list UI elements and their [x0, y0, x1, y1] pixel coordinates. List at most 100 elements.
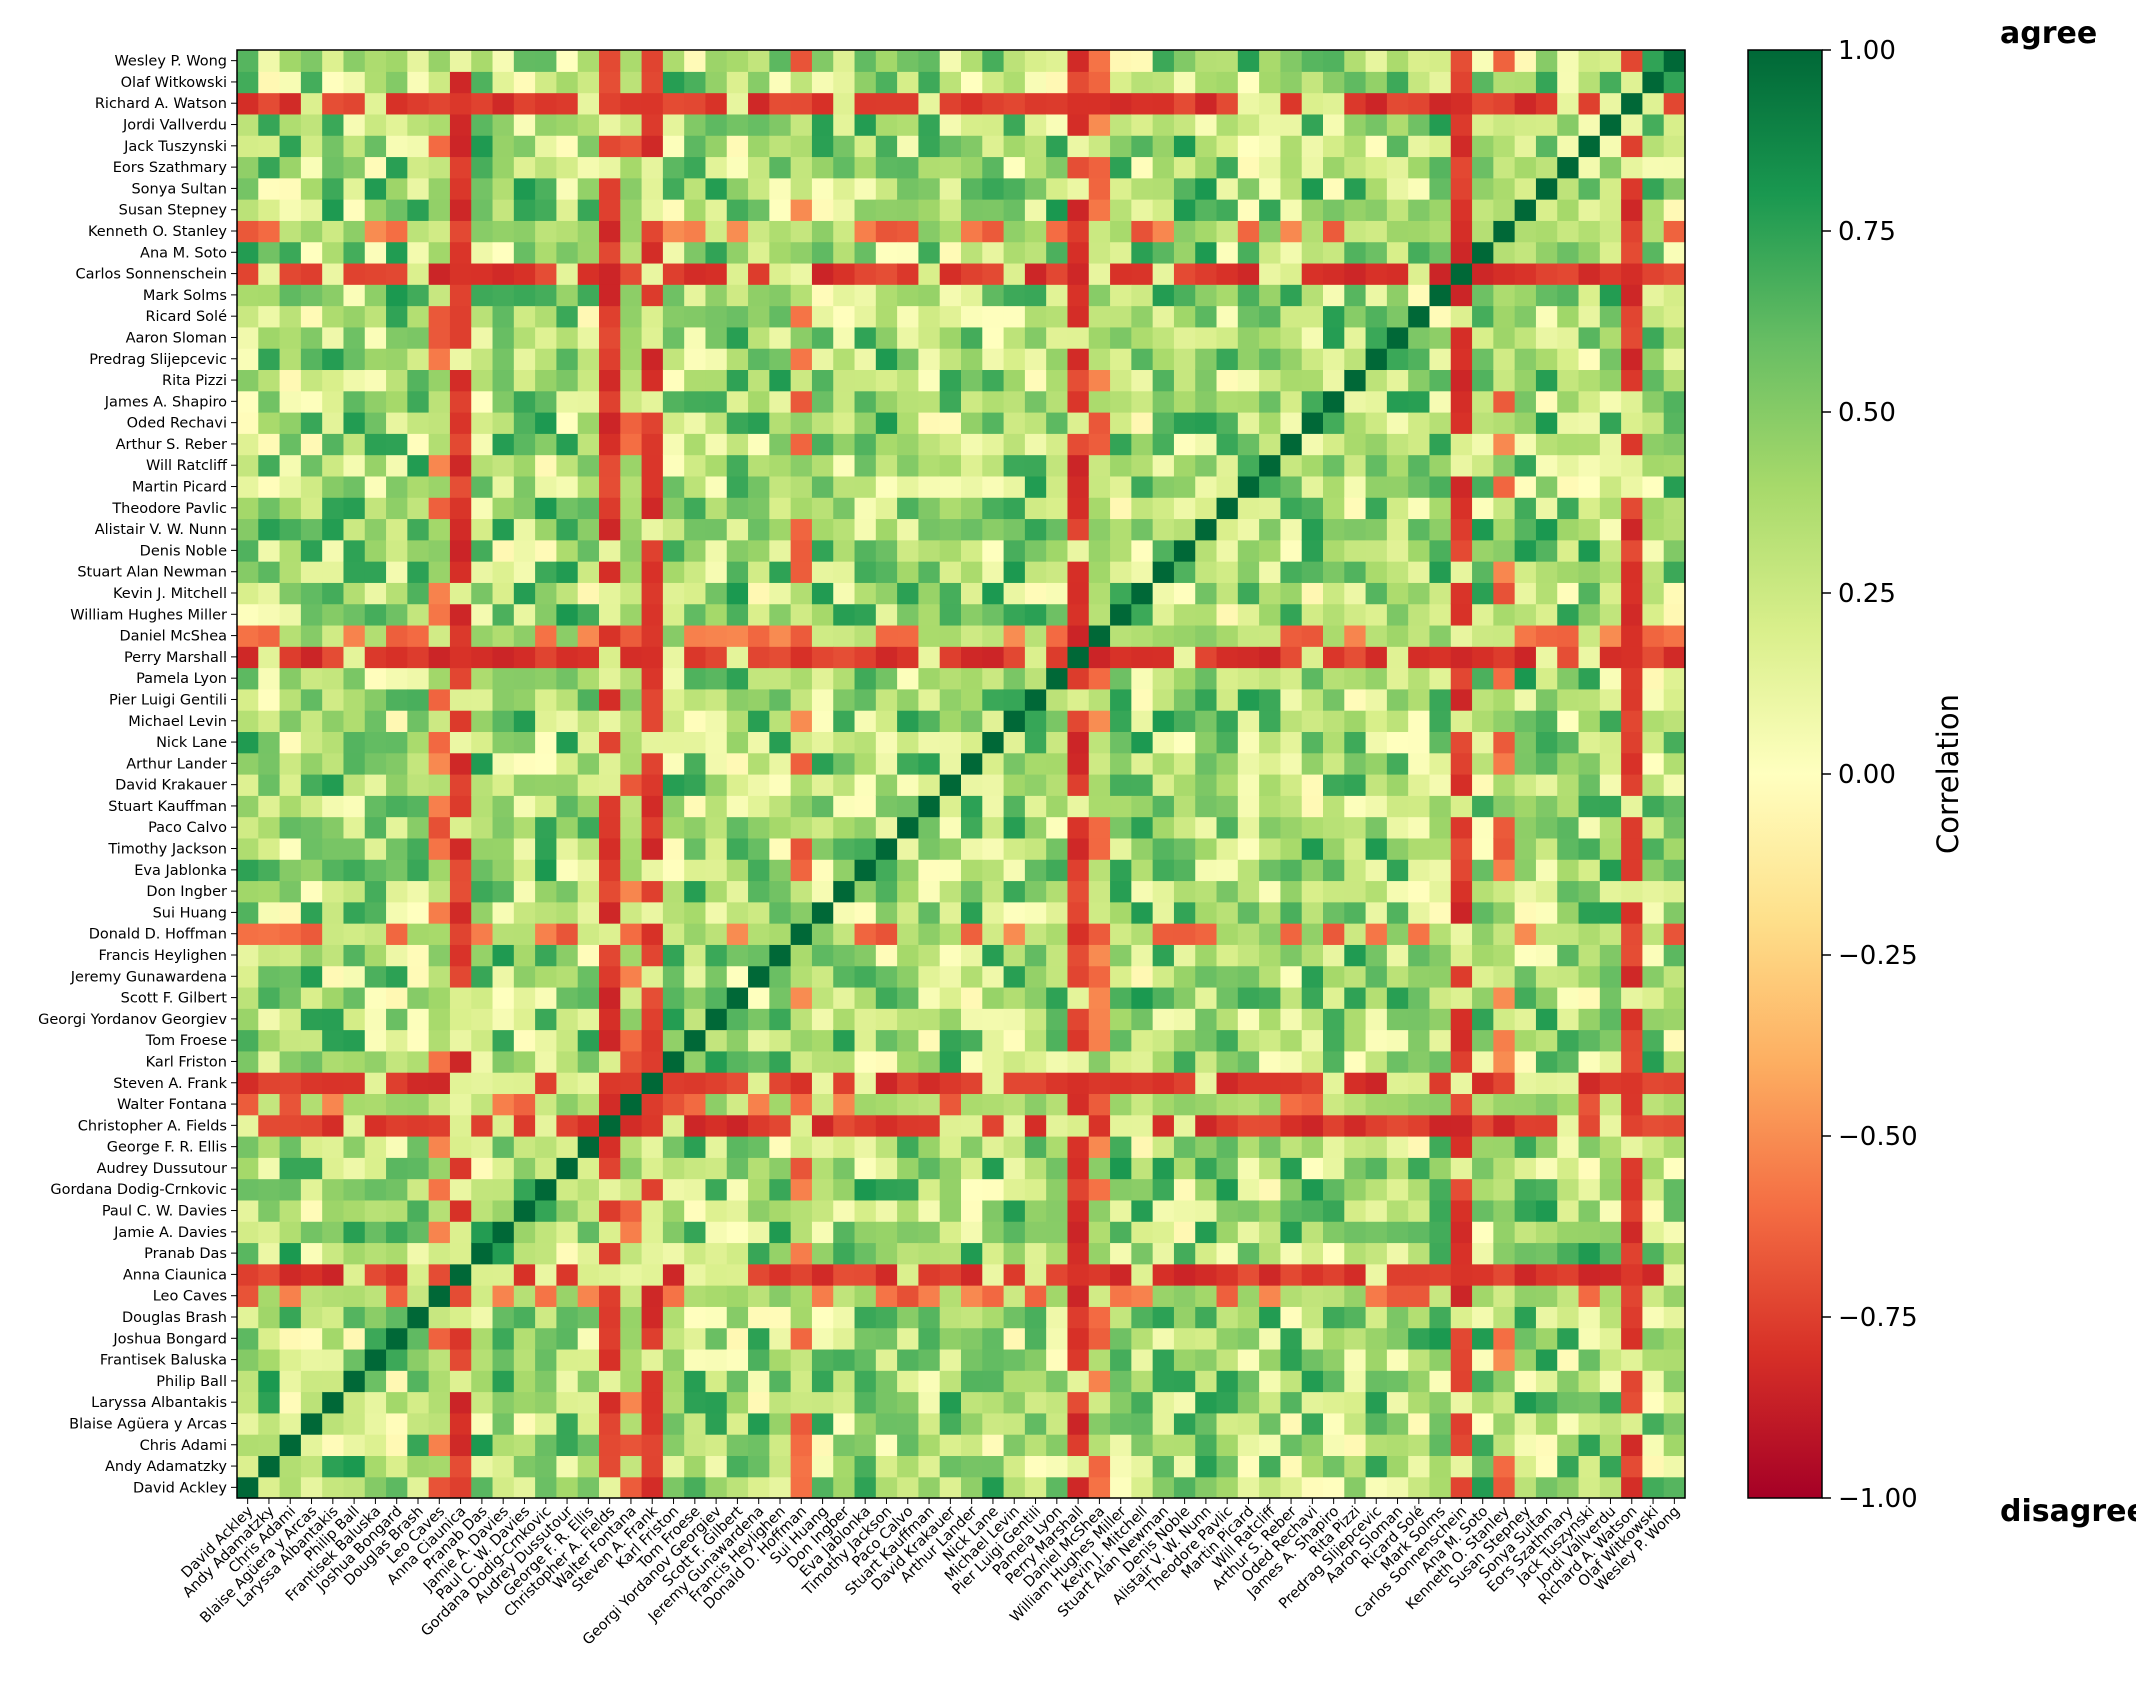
heatmap-cell	[237, 1306, 259, 1329]
heatmap-cell	[322, 667, 345, 690]
heatmap-cell	[1216, 1029, 1239, 1052]
heatmap-cell	[1663, 774, 1686, 796]
heatmap-cell	[1003, 199, 1026, 221]
heatmap-cell	[620, 1136, 643, 1158]
heatmap-cell	[1323, 1391, 1345, 1414]
heatmap-cell	[939, 305, 962, 328]
heatmap-cell	[1472, 71, 1494, 94]
heatmap-cell	[258, 1008, 281, 1031]
heatmap-cell	[1195, 1285, 1218, 1307]
heatmap-cell	[1024, 305, 1047, 328]
heatmap-cell	[258, 1136, 281, 1158]
heatmap-cell	[982, 1093, 1005, 1116]
heatmap-cell	[1472, 1178, 1494, 1201]
heatmap-cell	[428, 646, 451, 669]
heatmap-cell	[599, 1157, 621, 1180]
heatmap-cell	[918, 1199, 941, 1222]
heatmap-cell	[1216, 965, 1239, 988]
heatmap-cell	[897, 1242, 920, 1265]
heatmap-cell	[1152, 497, 1175, 520]
heatmap-cell	[471, 965, 494, 988]
heatmap-cell	[300, 156, 323, 179]
heatmap-cell	[1578, 113, 1601, 136]
heatmap-cell	[1535, 986, 1558, 1009]
heatmap-cell	[982, 539, 1005, 562]
heatmap-cell	[1216, 603, 1239, 626]
heatmap-cell	[513, 603, 536, 626]
heatmap-cell	[513, 1199, 536, 1222]
y-tick-label: George F. R. Ellis	[107, 1140, 227, 1156]
heatmap-cell	[620, 50, 643, 72]
heatmap-cell	[1472, 539, 1494, 562]
heatmap-cell	[1173, 1285, 1196, 1307]
heatmap-cell	[1408, 752, 1431, 775]
heatmap-cell	[1344, 1178, 1367, 1201]
heatmap-cell	[811, 135, 834, 158]
heatmap-cell	[1003, 390, 1026, 413]
heatmap-cell	[1216, 412, 1239, 434]
heatmap-cell	[279, 92, 302, 115]
heatmap-cell	[1216, 390, 1239, 413]
heatmap-cell	[407, 1391, 430, 1414]
heatmap-cell	[1237, 135, 1260, 158]
heatmap-cell	[1046, 433, 1069, 456]
heatmap-cell	[1131, 880, 1154, 903]
heatmap-cell	[1493, 795, 1516, 818]
heatmap-cell	[343, 986, 366, 1009]
heatmap-cell	[449, 369, 472, 392]
heatmap-cell	[513, 646, 536, 669]
heatmap-cell	[599, 667, 621, 690]
heatmap-cell	[577, 92, 600, 115]
heatmap-cell	[513, 710, 536, 733]
heatmap-cell	[535, 262, 558, 285]
heatmap-cell	[1599, 1050, 1622, 1073]
heatmap-cell	[1046, 1412, 1069, 1435]
heatmap-cell	[875, 199, 898, 221]
heatmap-cell	[1110, 412, 1132, 434]
heatmap-cell	[939, 944, 962, 967]
heatmap-cell	[599, 50, 621, 72]
heatmap-cell	[237, 1348, 259, 1371]
heatmap-cell	[1024, 1370, 1047, 1393]
heatmap-cell	[1088, 1263, 1111, 1286]
heatmap-cell	[1472, 1263, 1494, 1286]
heatmap-cell	[449, 1285, 472, 1307]
heatmap-cell	[1323, 795, 1345, 818]
heatmap-cell	[1110, 1476, 1132, 1499]
y-tick-label: William Hughes Miller	[70, 607, 227, 623]
heatmap-cell	[471, 71, 494, 94]
heatmap-cell	[662, 795, 685, 818]
heatmap-cell	[1088, 752, 1111, 775]
heatmap-cell	[854, 412, 877, 434]
heatmap-cell	[1195, 561, 1218, 583]
heatmap-cell	[535, 752, 558, 775]
heatmap-cell	[1621, 1029, 1644, 1052]
y-tick-label: Christopher A. Fields	[78, 1118, 227, 1134]
heatmap-cell	[471, 92, 494, 115]
heatmap-cell	[875, 1114, 898, 1137]
heatmap-cell	[1599, 156, 1622, 179]
heatmap-cell	[449, 220, 472, 243]
heatmap-cell	[599, 1370, 621, 1393]
heatmap-cell	[748, 646, 770, 669]
heatmap-cell	[386, 901, 408, 924]
heatmap-cell	[641, 1348, 664, 1371]
heatmap-cell	[343, 1476, 366, 1499]
heatmap-cell	[1408, 1434, 1431, 1457]
heatmap-cell	[428, 795, 451, 818]
heatmap-cell	[428, 667, 451, 690]
heatmap-cell	[237, 774, 259, 796]
heatmap-cell	[1450, 497, 1473, 520]
heatmap-cell	[918, 1455, 941, 1478]
heatmap-cell	[1386, 1434, 1409, 1457]
heatmap-cell	[875, 1199, 898, 1222]
heatmap-cell	[1365, 50, 1388, 72]
heatmap-cell	[258, 965, 281, 988]
heatmap-cell	[1088, 1072, 1111, 1095]
heatmap-cell	[1386, 1391, 1409, 1414]
heatmap-cell	[705, 71, 728, 94]
heatmap-cell	[1621, 1306, 1644, 1329]
heatmap-cell	[1152, 561, 1175, 583]
heatmap-cell	[1173, 752, 1196, 775]
heatmap-cell	[811, 348, 834, 371]
